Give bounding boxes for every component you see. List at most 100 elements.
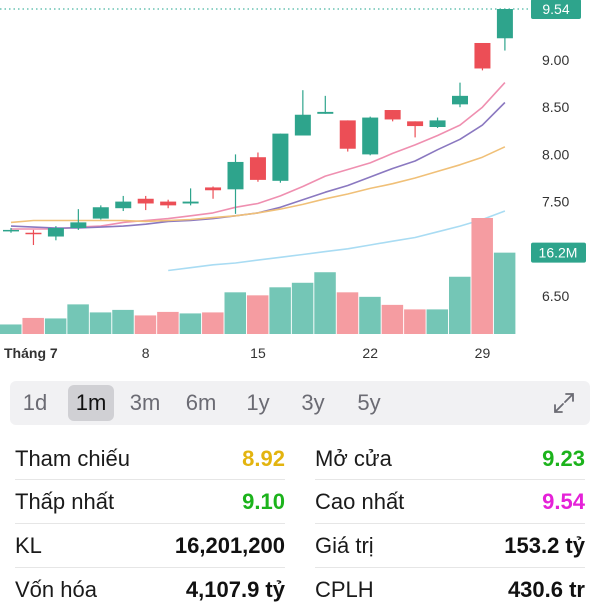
range-1y-button[interactable]: 1y [246, 390, 270, 415]
volume-bar [67, 304, 89, 334]
stat-high-value: 9.54 [542, 489, 585, 514]
stat-high-label: Cao nhất [315, 489, 405, 514]
candle [227, 154, 244, 214]
candle [452, 82, 468, 108]
candle-body [227, 161, 244, 190]
x-axis-ticks: Tháng 7 8 15 22 29 [4, 345, 490, 361]
volume-bar [404, 309, 426, 334]
candle-body [205, 187, 222, 191]
stat-shares-value: 430.6 tr [507, 577, 585, 602]
stat-reference-label: Tham chiếu [15, 446, 130, 471]
range-6m-button[interactable]: 6m [185, 390, 217, 415]
candle [294, 90, 311, 136]
range-5y-button[interactable]: 5y [357, 390, 381, 415]
stat-market-cap-value: 4,107.9 tỷ [185, 577, 285, 602]
x-tick-label: 8 [142, 345, 150, 361]
moving-average-line [11, 82, 506, 230]
candle-body [384, 110, 401, 120]
volume-bar [134, 315, 157, 334]
volume-bar [224, 292, 246, 334]
x-tick-label: Tháng 7 [4, 345, 58, 361]
stat-volume-label: KL [15, 533, 42, 558]
stat-high: Cao nhất 9.54 [315, 480, 585, 524]
candle-body [92, 207, 109, 219]
volume-bar [0, 324, 22, 334]
candle-body [115, 201, 132, 209]
range-selector: 1d 1m 3m 6m 1y 3y 5y [10, 381, 590, 425]
candle [407, 121, 424, 138]
expand-icon[interactable] [552, 391, 576, 415]
candle-body [249, 157, 266, 180]
moving-average-line [10, 146, 506, 224]
volume-bar [179, 313, 202, 334]
y-tick-label: 9.00 [542, 52, 569, 68]
candle-body [25, 232, 42, 235]
candle-body [47, 228, 64, 237]
candle-body [70, 222, 87, 229]
range-1m-button[interactable]: 1m [68, 385, 114, 421]
stat-volume-value: 16,201,200 [174, 533, 285, 558]
stat-open: Mở cửa 9.23 [315, 437, 585, 481]
stat-low-label: Thấp nhất [15, 489, 115, 514]
volume-bar [314, 272, 336, 334]
x-tick-label: 15 [250, 345, 266, 361]
stat-low-value: 9.10 [242, 489, 285, 514]
candle [160, 199, 177, 209]
candle-body [339, 120, 356, 149]
stat-open-label: Mở cửa [315, 446, 392, 471]
candle [205, 186, 222, 199]
candle-body [317, 111, 334, 114]
range-3m-button[interactable]: 3m [129, 390, 161, 415]
stat-value-value: 153.2 tỷ [504, 533, 585, 558]
candle-body [3, 229, 19, 232]
divider [315, 567, 585, 568]
candle [47, 226, 64, 241]
candle [25, 229, 42, 246]
range-3y-button[interactable]: 3y [301, 390, 325, 415]
price-chart[interactable]: 9.008.508.007.507.006.50 Tháng 78152229 … [0, 0, 600, 375]
stat-reference: Tham chiếu 8.92 [15, 437, 285, 481]
stat-volume: KL 16,201,200 [15, 524, 285, 568]
candle-body [160, 201, 177, 206]
y-tick-label: 7.50 [542, 194, 569, 210]
volume-bar [202, 312, 224, 334]
volume-bar [449, 276, 471, 334]
divider [15, 479, 285, 480]
divider [15, 523, 285, 524]
moving-average-line [168, 210, 506, 272]
candle [496, 9, 513, 51]
moving-average-layer [10, 82, 506, 272]
x-tick-label: 22 [362, 345, 378, 361]
candle-body [272, 133, 289, 181]
stat-value-label: Giá trị [315, 533, 374, 558]
stat-market-cap-label: Vốn hóa [15, 577, 97, 602]
candle [272, 133, 289, 183]
volume-bar [291, 282, 314, 334]
candle-body [496, 9, 513, 39]
candle [249, 152, 266, 182]
volume-bar [246, 295, 269, 334]
last-price-badge: 9.54 [531, 0, 581, 19]
y-axis-ticks: 9.008.508.007.507.006.50 [542, 52, 569, 304]
x-tick-label: 29 [475, 345, 491, 361]
volume-bar [336, 292, 359, 334]
volume-label: 16.2M [539, 245, 578, 261]
range-1d-button[interactable]: 1d [22, 390, 48, 415]
divider [15, 567, 285, 568]
volume-bar [112, 309, 134, 334]
candle [474, 42, 491, 71]
volume-bar [157, 311, 179, 334]
volume-bar [44, 318, 67, 334]
divider [315, 479, 585, 480]
candle-body [407, 121, 424, 127]
divider [315, 523, 585, 524]
stat-value: Giá trị 153.2 tỷ [315, 524, 585, 568]
candle-body [182, 201, 199, 204]
candle-body [429, 120, 446, 128]
volume-bars [0, 218, 516, 334]
candle [429, 117, 446, 128]
candle [3, 228, 19, 233]
stat-market-cap: Vốn hóa 4,107.9 tỷ [15, 568, 285, 612]
volume-badge: 16.2M [531, 242, 586, 263]
stat-reference-value: 8.92 [242, 446, 285, 471]
